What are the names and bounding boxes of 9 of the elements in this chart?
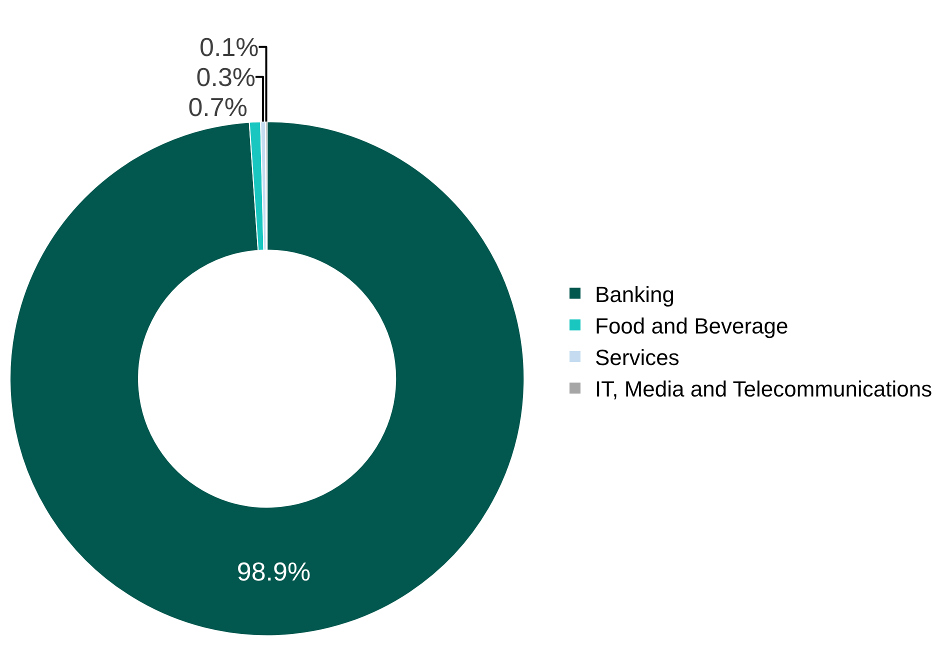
data-label: 0.3% bbox=[196, 62, 256, 92]
legend-label: Food and Beverage bbox=[595, 313, 788, 338]
legend-label: IT, Media and Telecommunications bbox=[595, 376, 932, 402]
donut-slice bbox=[10, 121, 525, 636]
data-label: 98.9% bbox=[236, 556, 311, 586]
data-label: 0.7% bbox=[188, 92, 248, 122]
data-label: 0.1% bbox=[199, 32, 259, 62]
legend-label: Services bbox=[595, 345, 680, 370]
legend-label: Banking bbox=[595, 282, 675, 307]
